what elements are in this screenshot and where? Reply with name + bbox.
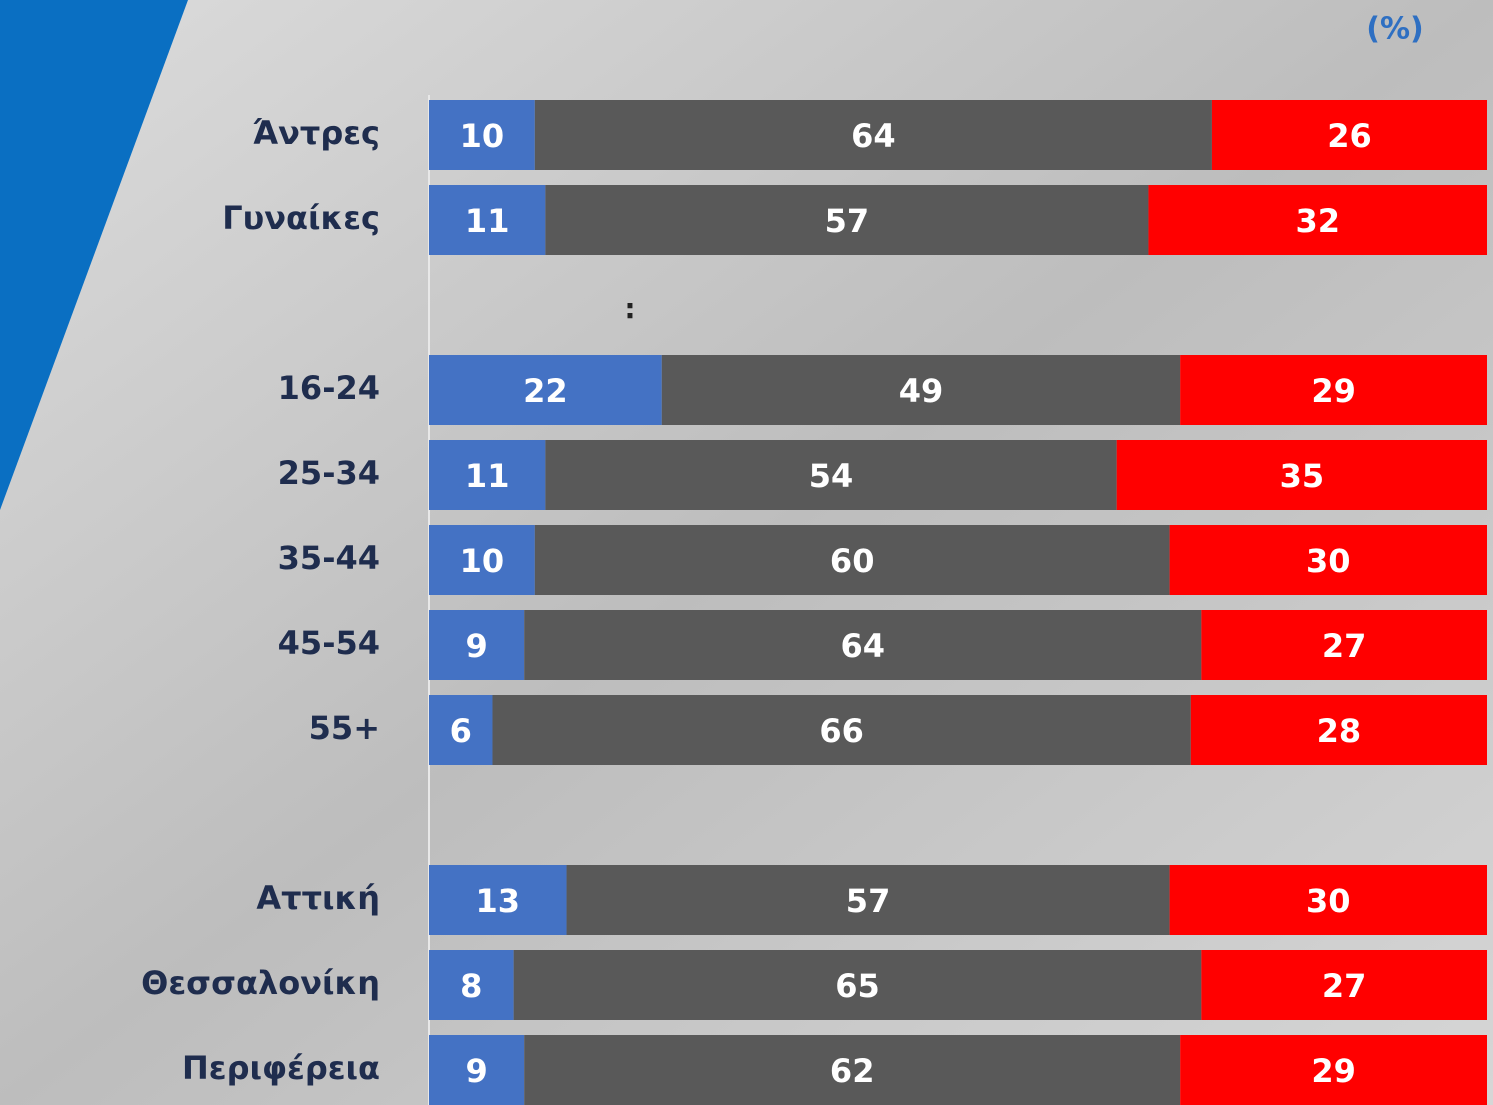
value-label: 29 [1311,1052,1356,1090]
value-label: 9 [465,627,487,665]
bar-segment [429,950,514,1020]
value-label: 28 [1317,712,1362,750]
bar-segment [1169,865,1487,935]
annotation: : [624,292,635,325]
bar-segment [429,185,546,255]
bar-segment [429,1035,525,1105]
value-label: 66 [819,712,864,750]
bar-segment [1180,355,1487,425]
bar-segment [1201,950,1487,1020]
bar-segment [1169,525,1487,595]
value-label: 49 [899,372,944,410]
bar-segment [429,355,662,425]
value-label: 30 [1306,882,1351,920]
bar-segment [1180,1035,1487,1105]
bar-segment [429,440,546,510]
value-label: 65 [835,967,880,1005]
bar-segment [513,950,1202,1020]
bar-segment [429,865,567,935]
value-label: 22 [523,372,568,410]
corner-shape [0,0,188,510]
value-label: 27 [1322,627,1367,665]
bar-segment [1190,695,1487,765]
bar-segment [545,185,1149,255]
bar-segment [534,525,1170,595]
bar-segment [429,610,525,680]
value-label: 29 [1311,372,1356,410]
value-label: 60 [830,542,875,580]
bar-segment [1211,100,1487,170]
category-label: 55+ [309,709,380,747]
bar-segment [524,610,1202,680]
bar-segment [429,695,493,765]
category-label: 16-24 [278,369,380,407]
bar-segment [1148,185,1487,255]
bar-segment [661,355,1181,425]
value-label: 27 [1322,967,1367,1005]
value-label: 13 [476,882,521,920]
chart-title: (%) [1366,12,1423,47]
value-label: 32 [1295,202,1340,240]
value-label: 54 [809,457,854,495]
category-label: 45-54 [278,624,380,662]
bar-segment [545,440,1117,510]
value-label: 10 [460,542,505,580]
bar-segment [566,865,1170,935]
value-label: 26 [1327,117,1372,155]
bar-segment [524,1035,1181,1105]
category-label: Γυναίκες [222,199,380,237]
value-label: 11 [465,457,510,495]
bar-segment [429,525,535,595]
bar-segment [534,100,1212,170]
value-label: 8 [460,967,482,1005]
value-label: 10 [460,117,505,155]
value-label: 6 [450,712,472,750]
value-label: 64 [841,627,886,665]
category-label: Αττική [256,879,380,917]
category-label: 25-34 [278,454,380,492]
category-label: Θεσσαλονίκη [141,964,380,1002]
bar-segment [1116,440,1487,510]
value-label: 30 [1306,542,1351,580]
value-label: 57 [825,202,870,240]
bar-segment [492,695,1191,765]
value-label: 35 [1280,457,1325,495]
value-label: 9 [465,1052,487,1090]
category-label: Άντρες [253,114,380,152]
bar-segment [1201,610,1487,680]
bar-segment [429,100,535,170]
category-label: 35-44 [278,539,380,577]
value-label: 11 [465,202,510,240]
value-label: 57 [846,882,891,920]
category-label: Περιφέρεια [182,1049,380,1087]
value-label: 64 [851,117,896,155]
value-label: 62 [830,1052,875,1090]
